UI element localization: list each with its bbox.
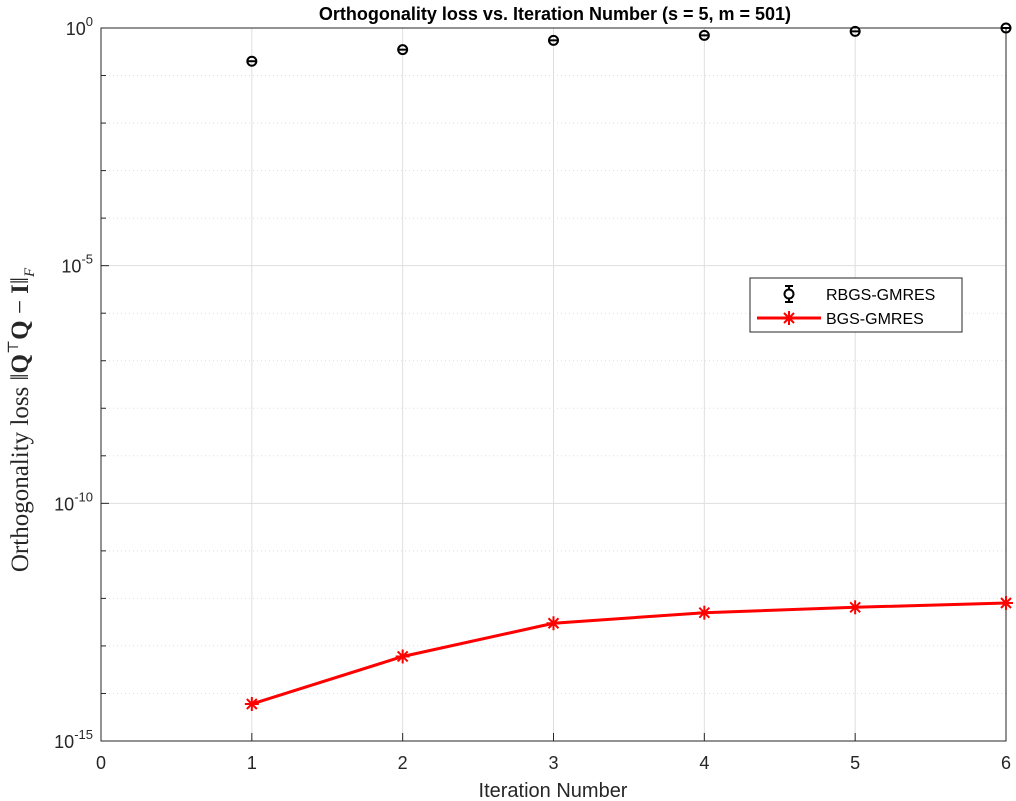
- data-point-bgs-gmres: [999, 596, 1013, 611]
- legend-label-rbgs-gmres: RBGS-GMRES: [826, 287, 935, 304]
- legend-symbol-bgs-gmres: [782, 311, 796, 325]
- x-tick-label: 3: [548, 753, 558, 773]
- series-layer: [244, 22, 1013, 712]
- x-tick-label: 5: [850, 753, 860, 773]
- y-axis-label-transpose: ⊤: [6, 340, 22, 354]
- star-stroke: [698, 607, 711, 619]
- grid-layer: [100, 27, 1007, 742]
- y-axis-label-subscript: F: [22, 267, 38, 278]
- series-line-bgs-gmres: [251, 601, 1007, 706]
- y-axis-label-minus: −: [7, 294, 34, 321]
- y-tick-label-exponent: -10: [74, 489, 93, 504]
- star-stroke: [396, 650, 409, 663]
- chart-title: Orthogonality loss vs. Iteration Number …: [319, 4, 791, 24]
- y-tick-label-base: 10: [61, 257, 81, 277]
- x-axis-label: Iteration Number: [479, 780, 628, 801]
- y-axis-label-prefix: Orthogonality loss ‖: [7, 373, 34, 572]
- x-tick-label: 2: [398, 753, 408, 773]
- star-stroke: [849, 601, 861, 613]
- data-point-rbgs-gmres: [548, 34, 559, 46]
- y-axis-label: Orthogonality loss ‖Q⊤Q − I‖F: [6, 267, 38, 572]
- y-tick-label: 100: [66, 14, 93, 39]
- legend-label-bgs-gmres: BGS-GMRES: [826, 311, 924, 328]
- data-point-rbgs-gmres: [397, 44, 409, 56]
- y-tick-label-base: 10: [54, 494, 74, 514]
- y-tick-label: 10-5: [61, 252, 93, 277]
- y-axis-label-q2: Q: [7, 320, 34, 339]
- y-tick-label-exponent: -5: [81, 252, 93, 267]
- y-tick-label: 10-15: [54, 727, 93, 752]
- x-tick-label: 6: [1001, 753, 1011, 773]
- legend: RBGS-GMRES BGS-GMRES: [749, 277, 963, 333]
- star-stroke: [1000, 597, 1012, 609]
- y-tick-label-exponent: -15: [74, 727, 93, 742]
- x-tick-label: 0: [96, 753, 106, 773]
- x-tick-label: 4: [699, 753, 709, 773]
- data-point-rbgs-gmres: [849, 25, 861, 37]
- data-point-bgs-gmres: [848, 600, 863, 615]
- y-tick-label: 10-10: [54, 489, 93, 514]
- star-stroke: [246, 698, 258, 710]
- y-axis-label-q1: Q: [7, 354, 34, 373]
- data-point-rbgs-gmres: [1000, 22, 1012, 34]
- y-tick-label-base: 10: [54, 732, 74, 752]
- data-point-bgs-gmres: [244, 697, 259, 712]
- star-stroke: [547, 617, 560, 629]
- data-point-rbgs-gmres: [246, 55, 258, 67]
- data-point-bgs-gmres: [395, 649, 410, 664]
- data-point-bgs-gmres: [546, 616, 561, 631]
- x-tick-label: 1: [247, 753, 257, 773]
- y-tick-label-base: 10: [66, 19, 86, 39]
- legend-symbol-rbgs-gmres: [783, 285, 795, 303]
- y-tick-label-exponent: 0: [86, 14, 93, 29]
- data-point-bgs-gmres: [697, 605, 712, 620]
- data-point-rbgs-gmres: [698, 29, 710, 41]
- y-axis-label-identity: I: [7, 284, 34, 294]
- y-axis-label-norm-close: ‖: [7, 277, 34, 284]
